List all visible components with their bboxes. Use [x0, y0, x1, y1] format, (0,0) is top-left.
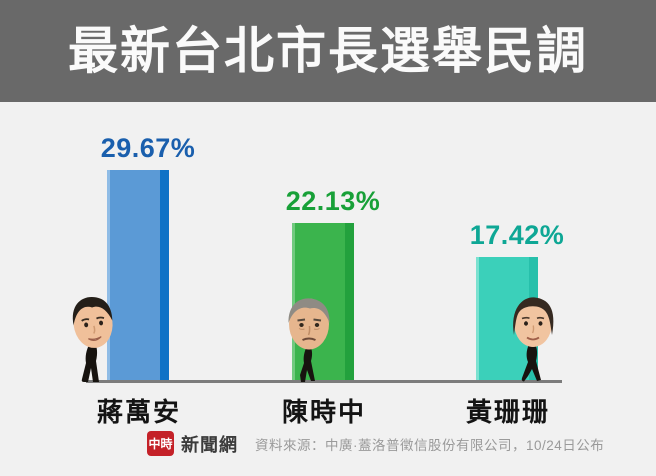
bar-value-label: 29.67%	[100, 133, 196, 163]
candidate-figure-chen-shih-chung	[269, 295, 353, 383]
person-figure-icon	[288, 298, 330, 382]
brand-name: 新聞網	[181, 434, 238, 455]
candidate-name: 黃珊珊	[465, 397, 551, 427]
bar-right-shade	[160, 170, 169, 380]
candidate-name: 陳時中	[281, 397, 367, 427]
bar-value-label: 22.13%	[285, 186, 381, 216]
bar-left-highlight	[476, 257, 479, 380]
bar-chiang-wan-an	[107, 170, 169, 380]
footer-source-row: 中時 新聞網 資料來源：中廣·蓋洛普徵信股份有限公司，10/24日公布	[147, 430, 604, 457]
bar-value-label: 17.42%	[469, 220, 565, 250]
chart-baseline	[86, 380, 562, 383]
candidate-figure-chiang-wan-an	[53, 295, 137, 383]
brand-logo: 中時	[147, 431, 174, 456]
bar-group: 29.67%	[101, 133, 195, 380]
candidate-name: 蔣萬安	[96, 397, 182, 427]
bar-left-highlight	[292, 223, 295, 380]
person-figure-icon	[72, 296, 113, 382]
bar-right-shade	[345, 223, 354, 380]
poll-bar-chart: 29.67% 22.13% 17.42%	[0, 102, 656, 476]
candidate-figure-huang-shan-shan	[493, 295, 577, 383]
header-banner: 最新台北市長選舉民調	[0, 0, 656, 102]
page-title: 最新台北市長選舉民調	[68, 23, 588, 79]
bar-left-highlight	[107, 170, 110, 380]
source-text: 資料來源：中廣·蓋洛普徵信股份有限公司，10/24日公布	[255, 437, 605, 453]
person-figure-icon	[513, 297, 554, 382]
